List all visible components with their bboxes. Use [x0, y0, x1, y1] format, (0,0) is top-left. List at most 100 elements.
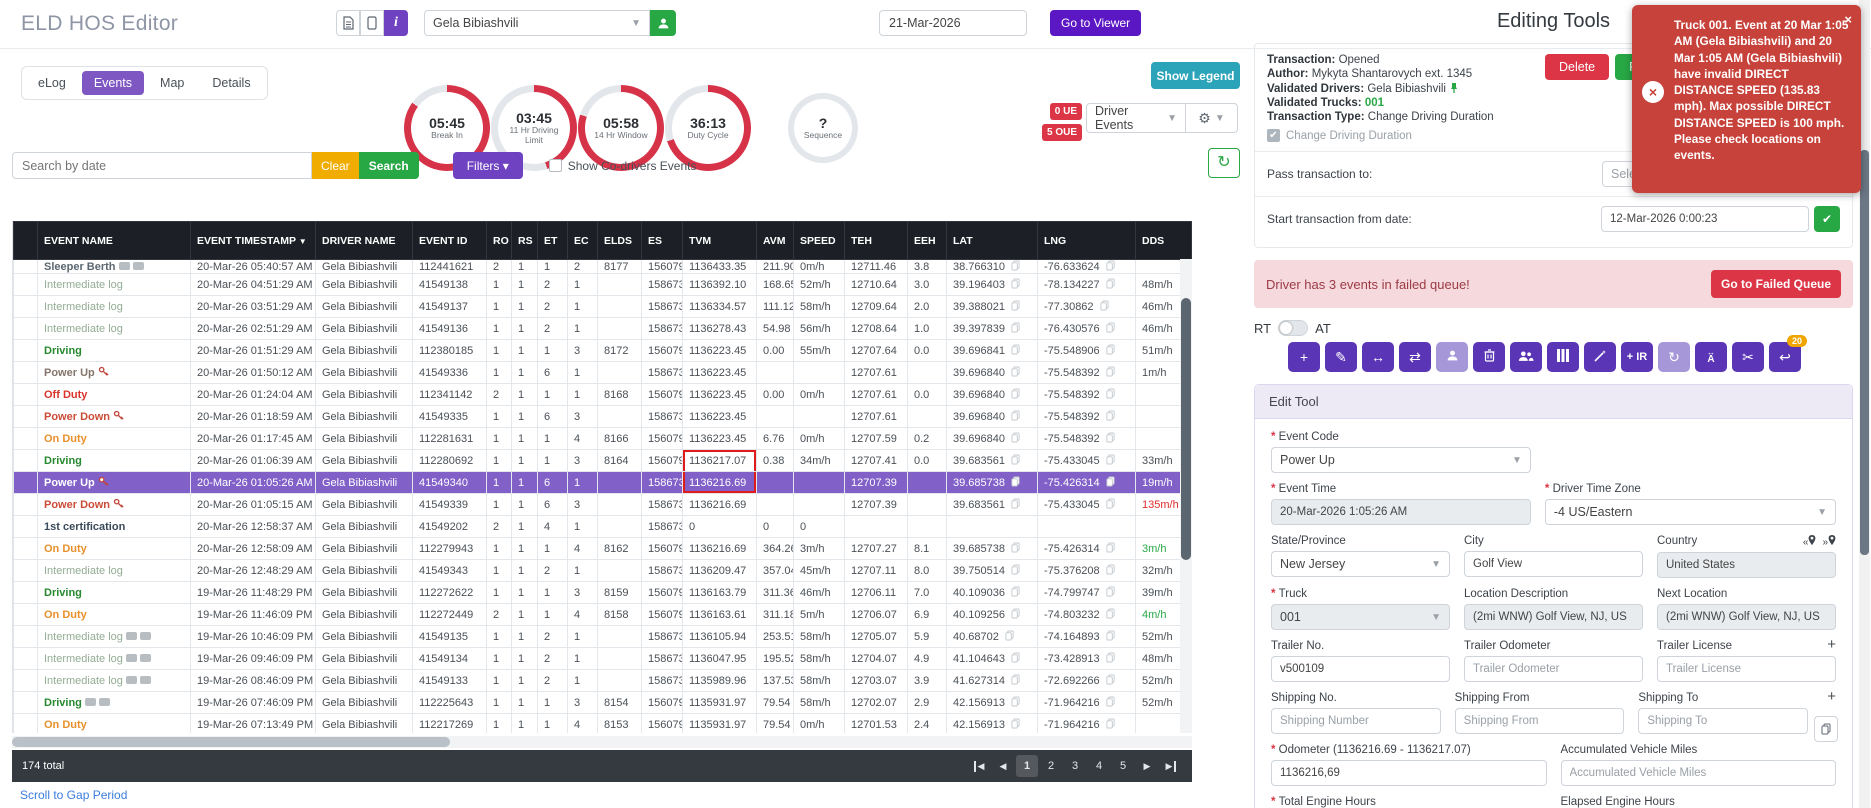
start-date-input[interactable]	[1601, 206, 1809, 232]
co-drivers-button[interactable]	[1510, 342, 1542, 372]
page-3[interactable]: 3	[1071, 760, 1079, 772]
table-row[interactable]: 1st certification 20-Mar-26 12:58:37 AM Ge…	[13, 515, 1192, 538]
copy-icon[interactable]	[1011, 718, 1020, 729]
delete-event-button[interactable]	[1473, 342, 1505, 372]
copy-icon[interactable]	[1011, 498, 1020, 509]
col-header-TVM[interactable]: TVM	[682, 221, 757, 260]
col-header-SPEED[interactable]: SPEED	[793, 221, 845, 260]
add-button[interactable]: +	[1288, 342, 1320, 372]
copy-icon[interactable]	[1106, 608, 1115, 619]
events-table[interactable]: EVENT NAME EVENT TIMESTAMP ▼ DRIVER NAME EV…	[12, 221, 1192, 733]
table-row[interactable]: Power Down 20-Mar-26 01:18:59 AM Gela Bibi…	[13, 405, 1192, 428]
copy-icon[interactable]	[1106, 476, 1115, 487]
copy-icon[interactable]	[1005, 630, 1014, 641]
copy-shipping-button[interactable]	[1814, 716, 1838, 742]
table-row[interactable]: Intermediate log 20-Mar-26 03:51:29 AM Gel…	[13, 295, 1192, 318]
table-row[interactable]: Intermediate log 19-Mar-26 10:46:09 PM Gel…	[13, 625, 1192, 648]
autofit-button[interactable]: ↔ A	[1695, 342, 1727, 372]
table-row[interactable]: Power Up 20-Mar-26 01:05:26 AM Gela Bibias…	[13, 471, 1192, 494]
last-page-button[interactable]: ▶	[1160, 755, 1182, 777]
table-horizontal-scrollbar-thumb[interactable]	[12, 737, 450, 747]
accumulated-miles-input[interactable]	[1560, 760, 1836, 786]
search-input[interactable]	[12, 152, 312, 179]
copy-icon[interactable]	[1011, 388, 1020, 399]
copy-icon[interactable]	[1011, 366, 1020, 377]
filters-button[interactable]: Filters ▾	[452, 152, 523, 179]
settings-dropdown-button[interactable]: ⚙ ▼	[1186, 103, 1238, 133]
next-location-pin-icon[interactable]: »	[1822, 535, 1836, 548]
col-header-LNG[interactable]: LNG	[1037, 221, 1136, 260]
swap-events-button[interactable]: ⇄	[1399, 342, 1431, 372]
table-row[interactable]: Driving 20-Mar-26 01:51:29 AM Gela Bibiash…	[13, 339, 1192, 362]
event-code-select[interactable]: Power Up ▼	[1271, 447, 1531, 473]
table-row[interactable]: Intermediate log 19-Mar-26 09:46:09 PM Gel…	[13, 647, 1192, 670]
copy-icon[interactable]	[1011, 260, 1020, 271]
copy-icon[interactable]	[1106, 432, 1115, 443]
col-header-EVENT TIMESTAMP[interactable]: EVENT TIMESTAMP ▼	[190, 221, 316, 260]
table-row[interactable]: Sleeper Berth 20-Mar-26 05:40:57 AM Gela B…	[13, 259, 1192, 274]
table-row[interactable]: On Duty 19-Mar-26 11:46:09 PM Gela Bibiash…	[13, 603, 1192, 626]
rt-at-toggle[interactable]	[1278, 320, 1309, 336]
shipping-no-input[interactable]	[1271, 708, 1441, 734]
copy-icon[interactable]	[1106, 322, 1115, 333]
resize-horizontal-button[interactable]: ↔	[1362, 342, 1394, 372]
add-trailer-button[interactable]: +	[1827, 636, 1836, 653]
col-header-LAT[interactable]: LAT	[946, 221, 1038, 260]
shipping-to-input[interactable]	[1638, 708, 1809, 734]
copy-icon[interactable]	[1106, 630, 1115, 641]
refresh-table-button[interactable]: ↻	[1208, 148, 1240, 178]
col-header-EVENT NAME[interactable]: EVENT NAME	[37, 221, 191, 260]
copy-icon[interactable]	[1106, 564, 1115, 575]
copy-icon[interactable]	[1011, 454, 1020, 465]
trailer-license-input[interactable]	[1657, 656, 1836, 682]
col-header-DDS[interactable]: DDS	[1135, 221, 1192, 260]
go-to-viewer-button[interactable]: Go to Viewer	[1050, 10, 1142, 36]
copy-icon[interactable]	[1011, 344, 1020, 355]
error-toast[interactable]: × × Truck 001. Event at 20 Mar 1:05 AM (…	[1632, 5, 1861, 193]
col-header-AVM[interactable]: AVM	[756, 221, 794, 260]
table-row[interactable]: Driving 20-Mar-26 01:06:39 AM Gela Bibiash…	[13, 449, 1192, 472]
copy-icon[interactable]	[1106, 674, 1115, 685]
city-input[interactable]	[1464, 551, 1643, 577]
copy-icon[interactable]	[1011, 432, 1020, 443]
copy-icon[interactable]	[1011, 674, 1020, 685]
table-row[interactable]: Intermediate log 20-Mar-26 02:51:29 AM Gel…	[13, 317, 1192, 340]
add-ir-button[interactable]: + IR	[1621, 342, 1653, 372]
driver-timezone-select[interactable]: -4 US/Eastern ▼	[1544, 499, 1836, 525]
copy-icon[interactable]	[1106, 344, 1115, 355]
page-2[interactable]: 2	[1047, 760, 1055, 772]
table-row[interactable]: Power Down 20-Mar-26 01:05:15 AM Gela Bibi…	[13, 493, 1192, 516]
refresh-button[interactable]: ↻	[1658, 342, 1690, 372]
table-row[interactable]: On Duty 20-Mar-26 12:58:09 AM Gela Bibiash…	[13, 537, 1192, 560]
undo-button[interactable]: ↩ 20	[1769, 335, 1807, 372]
copy-icon[interactable]	[1011, 652, 1020, 663]
copy-icon[interactable]	[1106, 454, 1115, 465]
col-header-EEH[interactable]: EEH	[907, 221, 947, 260]
search-button[interactable]: Search	[358, 152, 419, 179]
col-header-EC[interactable]: EC	[567, 221, 598, 260]
trailer-no-input[interactable]	[1271, 656, 1450, 682]
table-row[interactable]: Intermediate log 20-Mar-26 12:48:29 AM Gel…	[13, 559, 1192, 582]
table-horizontal-scrollbar[interactable]	[12, 736, 1192, 748]
trailer-odometer-input[interactable]	[1464, 656, 1643, 682]
state-select[interactable]: New Jersey ▼	[1271, 551, 1450, 577]
copy-icon[interactable]	[1011, 300, 1020, 311]
col-header-EVENT ID[interactable]: EVENT ID	[412, 221, 487, 260]
copy-icon[interactable]	[1106, 388, 1115, 399]
copy-icon[interactable]	[1011, 476, 1020, 487]
prev-page-button[interactable]: ◀	[999, 760, 1007, 771]
copy-icon[interactable]	[1011, 542, 1020, 553]
edit-button[interactable]: ✎	[1325, 342, 1357, 372]
clear-button[interactable]: Clear	[312, 152, 359, 179]
table-row[interactable]: Off Duty 20-Mar-26 01:24:04 AM Gela Bibias…	[13, 383, 1192, 406]
document-view-button[interactable]	[336, 10, 360, 36]
copy-icon[interactable]	[1011, 696, 1020, 707]
copy-icon[interactable]	[1106, 696, 1115, 707]
copy-icon[interactable]	[1011, 586, 1020, 597]
odometer-input[interactable]	[1271, 760, 1547, 786]
col-header-RO[interactable]: RO	[486, 221, 512, 260]
col-header-RS[interactable]: RS	[511, 221, 538, 260]
table-row[interactable]: Driving 19-Mar-26 11:48:29 PM Gela Bibiash…	[13, 581, 1192, 604]
tab-map[interactable]: Map	[160, 76, 185, 90]
table-row[interactable]: Intermediate log 19-Mar-26 08:46:09 PM Gel…	[13, 669, 1192, 692]
